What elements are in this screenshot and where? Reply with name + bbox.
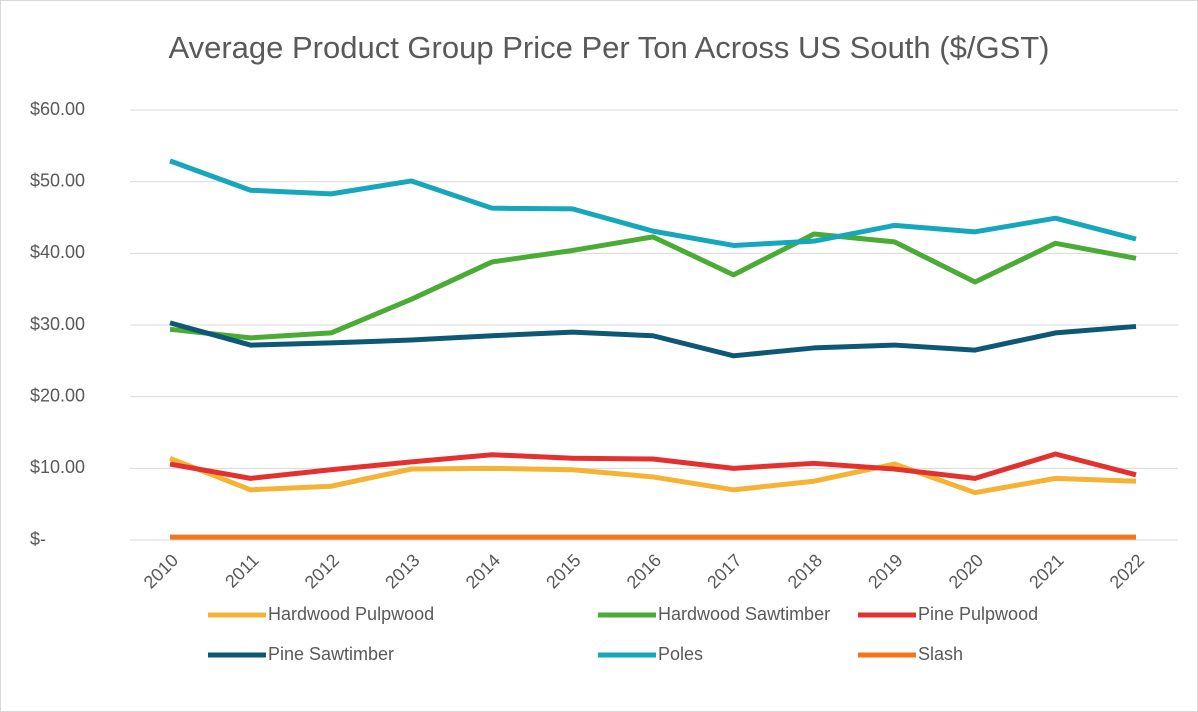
legend-label: Slash (918, 644, 963, 664)
y-tick-label: $30.00 (30, 314, 85, 334)
y-tick-label: $50.00 (30, 170, 85, 190)
legend-label: Hardwood Pulpwood (268, 604, 434, 624)
series-line (169, 158, 1137, 248)
series-line (169, 231, 1137, 341)
y-tick-label: $40.00 (30, 242, 85, 262)
legend-label: Poles (658, 644, 703, 664)
y-tick-label: $60.00 (30, 99, 85, 119)
series-line (169, 455, 1137, 496)
chart-title: Average Product Group Price Per Ton Acro… (168, 30, 1049, 65)
y-tick-label: $- (30, 529, 46, 549)
legend-label: Pine Pulpwood (918, 604, 1038, 624)
legend-label: Hardwood Sawtimber (658, 604, 830, 624)
series-line (169, 320, 1137, 359)
y-tick-label: $20.00 (30, 385, 85, 405)
y-tick-label: $10.00 (30, 457, 85, 477)
series-line (169, 451, 1137, 481)
legend-label: Pine Sawtimber (268, 644, 394, 664)
